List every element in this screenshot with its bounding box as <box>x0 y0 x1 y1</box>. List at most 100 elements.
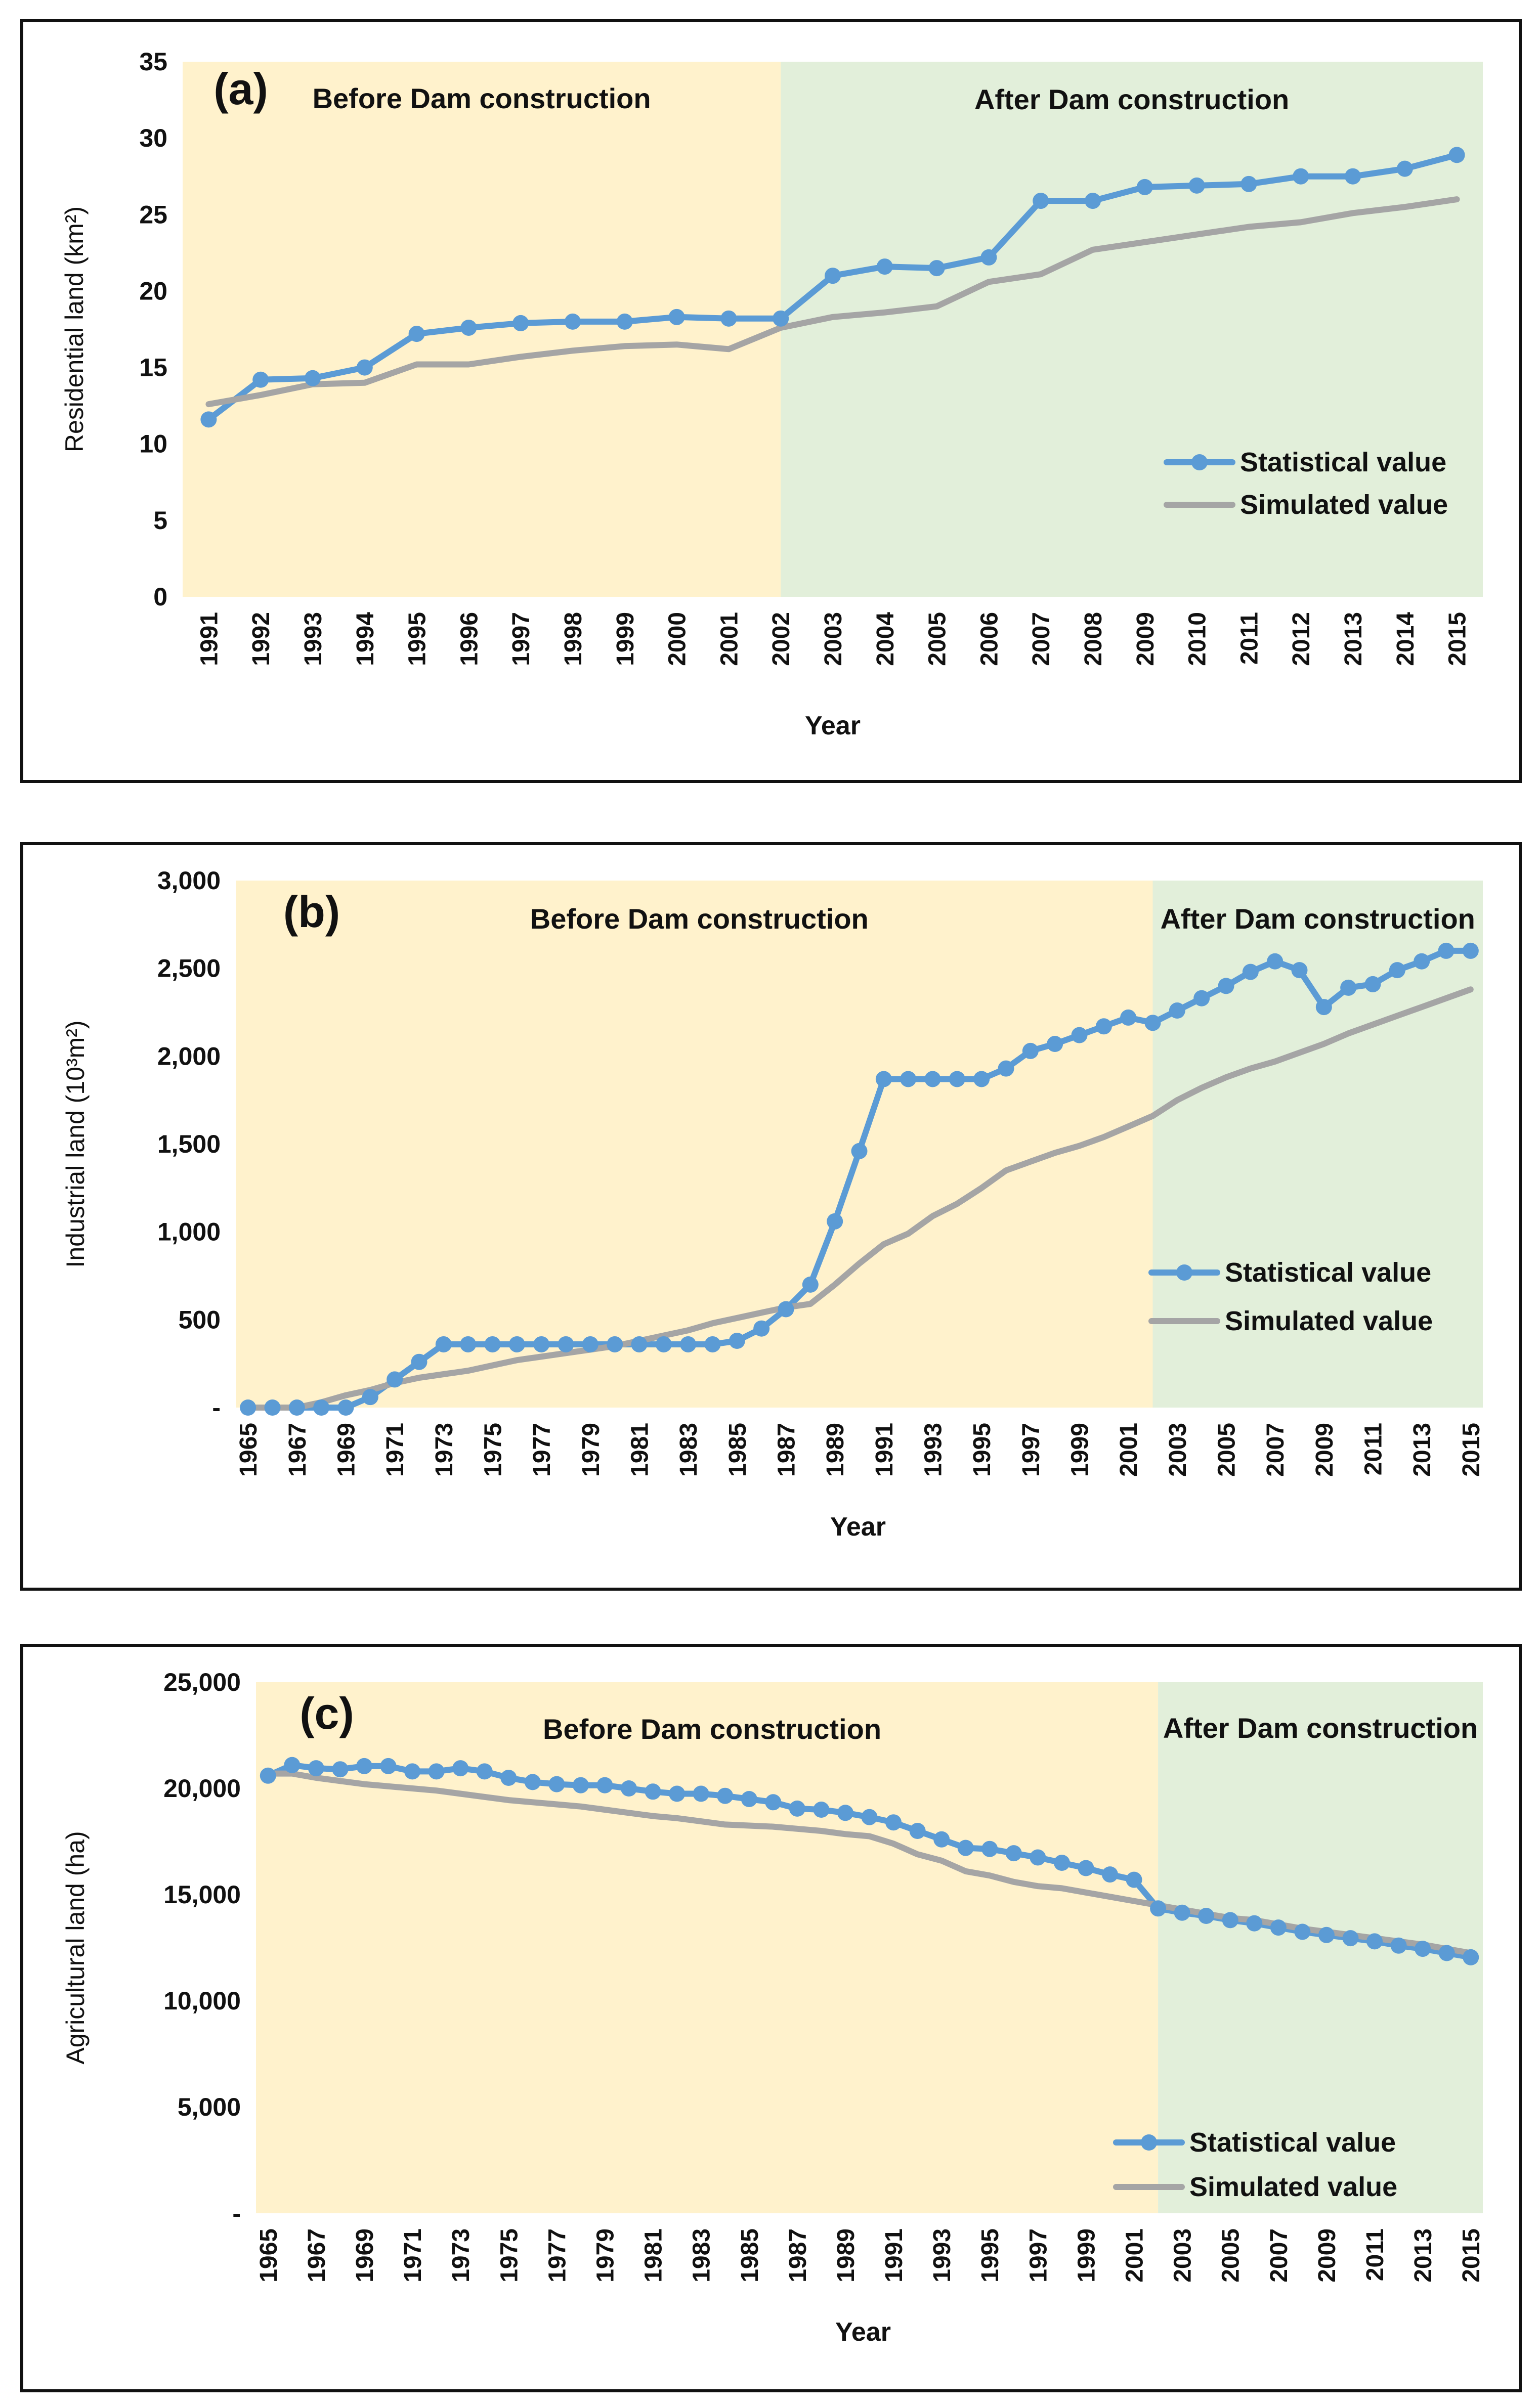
statistical-value-point <box>284 1757 301 1773</box>
x-tick-label: 2015 <box>1458 1423 1485 1477</box>
statistical-value-point <box>1267 953 1284 970</box>
after-dam-region <box>781 62 1483 597</box>
simulated-value-line <box>205 196 1460 408</box>
x-tick-label: 1997 <box>1025 2228 1052 2283</box>
statistical-value-point <box>1222 1912 1238 1929</box>
x-tick-label: 1971 <box>382 1423 409 1477</box>
legend-statistical-marker <box>1191 454 1208 470</box>
statistical-value-point <box>1438 942 1455 959</box>
statistical-value-point <box>362 1389 378 1406</box>
statistical-value-point <box>1291 962 1308 979</box>
y-tick-label: - <box>212 1393 221 1422</box>
y-axis-label: Residential land (km²) <box>60 206 89 452</box>
statistical-value-point <box>200 411 217 428</box>
statistical-value-point <box>704 1336 721 1352</box>
panel-label: (c) <box>300 1688 354 1738</box>
statistical-value-point <box>524 1774 541 1790</box>
x-tick-label: 1975 <box>496 2228 523 2283</box>
y-tick-label: 20 <box>139 277 167 305</box>
x-tick-label: 2007 <box>1266 2228 1293 2283</box>
chart-panel-residential: 0 5 10 15 20 25 30 35 1991 1992 1993 1994 1995 1996 19… <box>20 19 1522 783</box>
legend-simulated-label: Simulated value <box>1189 2172 1397 2202</box>
statistical-value-point <box>240 1399 256 1416</box>
legend-simulated-label: Simulated value <box>1225 1306 1433 1336</box>
statistical-value-point <box>337 1399 354 1416</box>
y-tick-label: - <box>232 2199 241 2227</box>
x-tick-label: 1997 <box>508 612 535 666</box>
statistical-value-point <box>813 1802 830 1818</box>
statistical-value-point <box>981 1841 998 1857</box>
x-tick-label: 1993 <box>929 2228 956 2283</box>
x-tick-label: 2011 <box>1236 612 1263 665</box>
statistical-value-point <box>1022 1042 1039 1059</box>
statistical-value-point <box>1293 168 1309 185</box>
statistical-value-point <box>1095 1018 1112 1035</box>
x-tick-label: 1975 <box>480 1423 507 1477</box>
x-tick-label: 2005 <box>924 612 951 666</box>
x-tick-label: 1977 <box>529 1423 555 1477</box>
statistical-value-point <box>313 1399 330 1416</box>
statistical-value-point <box>452 1760 469 1777</box>
x-tick-label: 2007 <box>1262 1423 1289 1477</box>
chart-panel-industrial: - 500 1,000 1,500 2,000 2,500 3,000 1965 1967 196… <box>20 842 1522 1591</box>
simulated-value-line <box>265 1770 1474 1956</box>
statistical-value-point <box>765 1794 782 1811</box>
y-tick-label: 25,000 <box>163 1668 241 1696</box>
y-axis-label: Agricultural land (ha) <box>61 1831 90 2064</box>
statistical-value-point <box>1463 1949 1479 1965</box>
y-tick-label: 30 <box>139 124 167 152</box>
y-tick-label: 2,000 <box>157 1042 221 1070</box>
x-tick-label: 1977 <box>544 2228 571 2283</box>
statistical-value-point <box>957 1840 974 1856</box>
x-tick-label: 1991 <box>881 2228 908 2283</box>
statistical-value-point <box>1136 179 1153 195</box>
x-tick-label: 1999 <box>612 612 639 666</box>
statistical-value-point <box>1345 168 1361 185</box>
statistical-value-point <box>408 326 425 342</box>
statistical-value-point <box>802 1276 819 1293</box>
statistical-value-point <box>1126 1871 1142 1888</box>
statistical-value-point <box>1415 1941 1431 1957</box>
statistical-value-point <box>717 1787 734 1804</box>
statistical-value-point <box>332 1761 349 1778</box>
statistical-value-point <box>1053 1855 1070 1871</box>
statistical-value-point <box>435 1336 452 1352</box>
statistical-value-point <box>1242 964 1259 980</box>
statistical-value-point <box>356 359 373 376</box>
industrial-land-chart: - 500 1,000 1,500 2,000 2,500 3,000 1965 1967 196… <box>61 866 1485 1542</box>
x-tick-label: 2005 <box>1218 2228 1245 2283</box>
statistical-value-point <box>1193 990 1210 1006</box>
x-tick-label: 1994 <box>352 612 379 666</box>
x-tick-label: 2006 <box>976 612 1003 666</box>
statistical-value-point <box>668 309 685 325</box>
before-dam-title: Before Dam construction <box>530 903 869 935</box>
statistical-value-point <box>827 1213 843 1230</box>
statistical-value-point <box>778 1301 794 1318</box>
y-tick-label: 5,000 <box>178 2093 241 2121</box>
x-tick-label: 2003 <box>820 612 847 666</box>
x-tick-label: 2013 <box>1409 1423 1436 1477</box>
x-tick-label: 2001 <box>1116 1423 1142 1477</box>
y-tick-label: 10,000 <box>163 1987 241 2015</box>
statistical-value-point <box>1085 193 1101 209</box>
statistical-value-point <box>1150 1900 1167 1917</box>
statistical-value-point <box>411 1353 427 1370</box>
statistical-value-point <box>1396 160 1413 177</box>
x-tick-label: 1969 <box>333 1423 360 1477</box>
statistical-value-point <box>773 310 789 327</box>
x-tick-label: 2014 <box>1392 612 1419 666</box>
legend-statistical-label: Statistical value <box>1189 2127 1396 2158</box>
residential-land-chart: 0 5 10 15 20 25 30 35 1991 1992 1993 1994 1995 1996 19… <box>60 48 1483 740</box>
statistical-value-point <box>1318 1927 1335 1943</box>
statistical-value-point <box>1071 1027 1088 1043</box>
statistical-value-point <box>669 1785 686 1802</box>
statistical-value-point <box>1188 177 1205 194</box>
statistical-value-point <box>645 1783 661 1800</box>
statistical-value-point <box>1448 147 1465 163</box>
x-tick-label: 2008 <box>1080 612 1107 666</box>
statistical-value-point <box>1364 976 1381 992</box>
statistical-value-point <box>973 1071 990 1087</box>
statistical-value-point <box>924 1071 941 1087</box>
x-tick-label: 2009 <box>1311 1423 1338 1477</box>
statistical-value-point <box>1414 953 1430 970</box>
